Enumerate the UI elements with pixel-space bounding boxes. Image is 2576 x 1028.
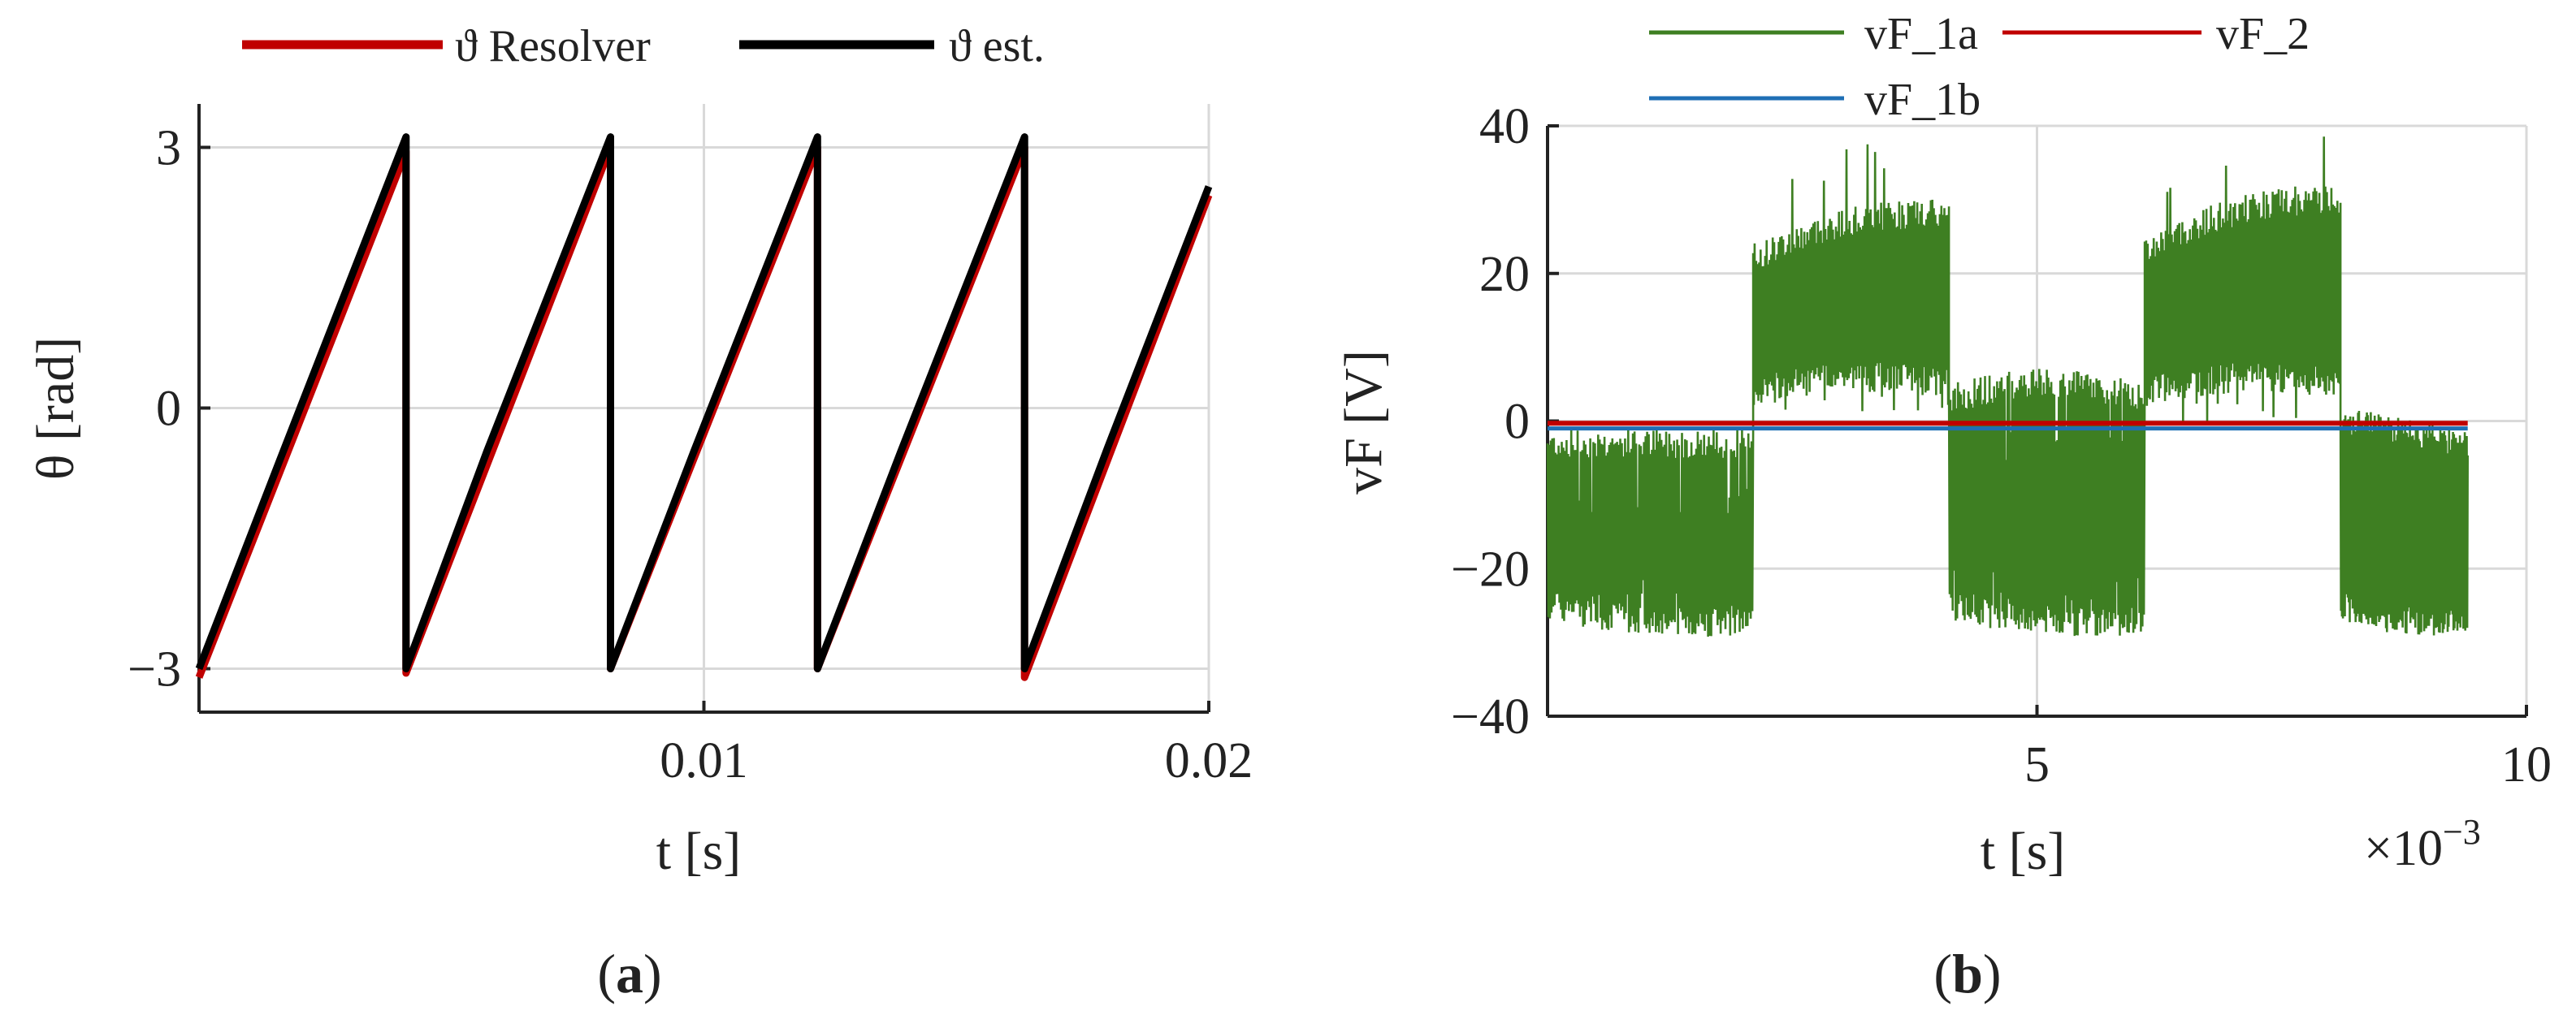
a-ylabel: θ [rad] [26, 337, 85, 480]
a-caption: (a) [597, 943, 661, 1004]
b-xlabel: t [s] [1981, 822, 2065, 881]
b-ylabel: vF [V] [1334, 350, 1393, 495]
b-tick-labels: 5 10 −40 −20 0 20 40 [1451, 99, 2552, 793]
b-legend-label-vF_2: vF_2 [2216, 9, 2310, 59]
b-ytick-label-0: −40 [1451, 689, 1530, 745]
a-xlabel: t [s] [656, 822, 741, 881]
b-xtick-label-1: 10 [2501, 737, 2552, 793]
a-xtick-label-0: 0.01 [660, 733, 748, 788]
panel-a-chart: 0.01 0.02 −3 0 3 t [s] θ [rad] ϑ Resolver ϑ … [26, 21, 1253, 1004]
a-tick-labels: 0.01 0.02 −3 0 3 [128, 121, 1253, 789]
b-series-vF_1a [1546, 136, 2469, 637]
a-ytick-label-1: 0 [156, 382, 181, 437]
a-xtick-label-1: 0.02 [1165, 733, 1253, 788]
a-series [195, 133, 1213, 681]
a-legend-label-estimate: ϑ est. [949, 21, 1045, 71]
b-series [1546, 136, 2469, 637]
panel-b-chart: 5 10 −40 −20 0 20 40 t [s] vF [V] ×10−3 vF_1a … [1334, 9, 2552, 1004]
a-series-estimate [195, 133, 1213, 672]
b-ytick-label-1: −20 [1451, 542, 1530, 597]
a-grid [199, 104, 1210, 712]
a-axes [197, 104, 1210, 714]
a-ytick-label-0: −3 [128, 642, 181, 698]
b-caption: (b) [1933, 943, 2001, 1004]
b-ytick-label-4: 40 [1479, 99, 1530, 154]
b-ytick-label-2: 0 [1504, 395, 1530, 450]
b-legend-label-vF_1b: vF_1b [1864, 75, 1981, 125]
b-ytick-label-3: 20 [1479, 247, 1530, 302]
b-xtick-label-0: 5 [2024, 737, 2050, 793]
b-x-multiplier: ×10−3 [2364, 812, 2481, 876]
b-legend-label-vF_1a: vF_1a [1864, 9, 1978, 59]
a-legend-label-resolver: ϑ Resolver [455, 21, 651, 71]
a-legend: ϑ Resolver ϑ est. [242, 21, 1045, 71]
a-ytick-label-2: 3 [156, 121, 181, 176]
b-legend: vF_1a vF_2 vF_1b [1649, 9, 2310, 125]
